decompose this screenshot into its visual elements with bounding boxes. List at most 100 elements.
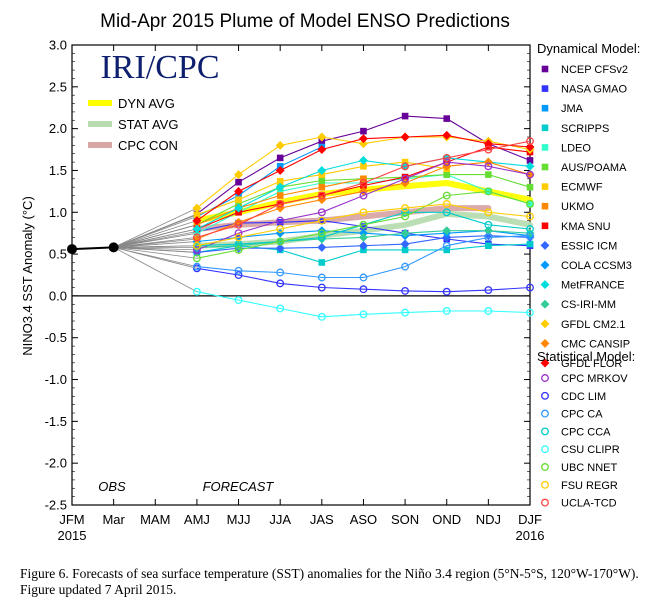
x-tick-label: SON — [391, 512, 419, 527]
series-point-ldeo — [526, 200, 534, 208]
series-point-gfdl-flor — [234, 186, 244, 196]
series-point-gfdl-flor — [525, 142, 535, 152]
series-line-fsu-regr — [196, 203, 531, 247]
series-point-gfdl-cm2-1 — [192, 203, 202, 213]
series-point-cpc-mrkov — [484, 162, 493, 171]
legend-label: UCLA-TCD — [561, 498, 617, 510]
x-tick-label: MAM — [140, 512, 170, 527]
y-tick-label: 3.0 — [49, 38, 67, 53]
series-point-cdc-lim — [317, 283, 326, 292]
series-point-csu-clipr — [234, 296, 243, 305]
legend-marker — [540, 319, 550, 329]
series-point-aus-poama — [526, 183, 534, 191]
legend-label: FSU REGR — [561, 480, 618, 492]
legend-label: ESSIC ICM — [561, 240, 617, 252]
series-point-essic-icm — [358, 241, 368, 251]
series-point-csu-clipr — [359, 310, 368, 319]
series-point-ncep-cfsv2 — [443, 115, 451, 122]
series-point-csu-clipr — [484, 307, 493, 315]
iri-cpc-logo: IRI/CPC — [100, 49, 219, 86]
legend-label: CSU CLIPR — [561, 444, 620, 456]
series-point-fsu-regr — [192, 241, 201, 250]
series-point-ubc-nnet — [359, 220, 368, 229]
legend-marker — [541, 445, 549, 454]
series-point-essic-icm — [192, 247, 202, 257]
y-tick-label: -2.0 — [45, 456, 67, 471]
series-point-csu-clipr — [442, 307, 451, 315]
series-point-essic-icm — [400, 239, 410, 249]
legend-marker — [541, 65, 549, 73]
observed-line — [71, 246, 114, 251]
series-point-cdc-lim — [359, 285, 368, 294]
x-tick-label: DJF — [518, 512, 542, 527]
legend-marker — [541, 222, 549, 230]
series-point-cpc-ca — [359, 273, 368, 282]
series-point-csu-clipr — [192, 287, 201, 296]
x-tick-label: JJA — [269, 512, 291, 527]
series-point-scripps — [401, 246, 409, 254]
observed-point — [67, 244, 77, 255]
series-point-cpc-mrkov — [234, 229, 243, 238]
series-point-cpc-cca — [401, 208, 410, 217]
series-point-aus-poama — [318, 177, 326, 184]
legend-label: CPC MRKOV — [561, 373, 628, 385]
legend-marker — [541, 391, 549, 400]
series-point-ucla-tcd — [526, 137, 534, 146]
forecast-connector — [113, 241, 197, 248]
series-point-cpc-ca — [234, 266, 243, 275]
figure-caption: Figure 6. Forecasts of sea surface tempe… — [20, 566, 639, 597]
series-point-gfdl-cm2-1 — [358, 139, 368, 149]
series-point-ubc-nnet — [401, 212, 410, 221]
series-point-cdc-lim — [234, 271, 243, 279]
series-point-cs-iri-mm — [400, 228, 410, 238]
series-point-cs-iri-mm — [358, 232, 368, 242]
legend-label: ECMWF — [561, 182, 603, 194]
legend-marker — [541, 144, 549, 151]
series-point-cola-ccsm3 — [317, 226, 327, 236]
series-line-csu-clipr — [196, 291, 531, 318]
series-point-cmc-cansip — [234, 217, 244, 227]
series-point-essic-icm — [483, 231, 493, 241]
series-point-ucla-tcd — [192, 233, 201, 242]
legend-marker — [541, 202, 549, 210]
series-point-gfdl-flor — [483, 139, 493, 149]
y-tick-label: 2.5 — [49, 79, 67, 94]
series-point-scripps — [485, 242, 492, 250]
series-point-gfdl-cm2-1 — [317, 132, 327, 142]
legend-label: UBC NNET — [561, 462, 618, 474]
legend-label: SCRIPPS — [561, 123, 609, 135]
series-line-ucla-tcd — [196, 140, 531, 238]
legend-label: MetFRANCE — [561, 280, 625, 292]
series-point-cpc-mrkov — [442, 158, 451, 167]
legend-label: KMA SNU — [561, 221, 611, 233]
series-point-csu-clipr — [276, 304, 285, 313]
forecast-connector — [113, 247, 197, 268]
forecast-connector — [113, 220, 198, 248]
series-point-csu-clipr — [526, 308, 534, 317]
legend-label: CPC CCA — [561, 426, 611, 438]
series-point-ncep-cfsv2 — [276, 154, 284, 162]
series-point-cpc-cca — [442, 208, 451, 217]
series-point-ecmwf — [360, 162, 367, 170]
series-point-ucla-tcd — [317, 191, 326, 200]
series-point-gfdl-flor — [192, 216, 202, 226]
legend-marker — [541, 163, 549, 171]
forecast-connector — [113, 247, 198, 293]
legend-marker — [541, 409, 549, 418]
series-point-cdc-lim — [276, 279, 285, 288]
legend-marker — [540, 280, 550, 290]
series-point-kma-snu — [360, 182, 367, 189]
y-tick-label: -0.5 — [45, 330, 67, 345]
legend-label: CMC CANSIP — [561, 338, 630, 350]
series-point-cpc-ca — [401, 262, 410, 271]
legend-marker — [541, 498, 549, 507]
series-point-fsu-regr — [401, 204, 410, 213]
x-year-end: 2016 — [516, 528, 545, 543]
y-tick-label: 0.0 — [49, 288, 67, 303]
legend-marker — [540, 240, 550, 250]
series-point-cpc-ca — [317, 273, 326, 282]
series-point-ucla-tcd — [484, 145, 493, 154]
series-point-gfdl-cm2-1 — [275, 140, 285, 150]
series-point-metfrance — [234, 203, 244, 213]
legend-label: GFDL CM2.1 — [561, 319, 625, 331]
